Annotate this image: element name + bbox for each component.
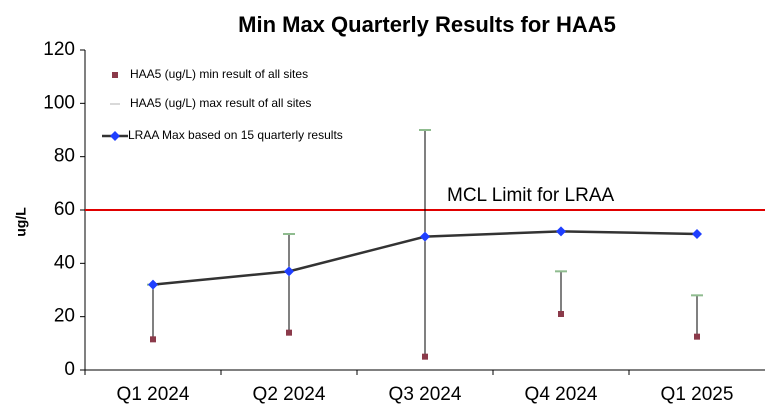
y-tick-label: 100 [43,92,75,113]
y-tick-label: 120 [43,39,75,60]
x-tick-label: Q2 2024 [253,384,326,405]
min-marker [286,329,292,336]
reference-label: MCL Limit for LRAA [447,185,614,206]
min-marker [422,353,428,360]
x-tick-label: Q4 2024 [525,384,598,405]
y-axis-label: ug/L [13,207,29,237]
min-marker [694,333,700,340]
x-tick-label: Q3 2024 [389,384,462,405]
legend-swatch [110,131,120,141]
y-tick-label: 20 [54,306,75,327]
y-tick-label: 40 [54,252,75,273]
x-tick-label: Q1 2024 [117,384,190,405]
min-marker [558,311,564,317]
x-tick-label: Q1 2025 [661,384,734,405]
y-tick-label: 80 [54,146,75,167]
chart-title: Min Max Quarterly Results for HAA5 [238,12,616,37]
lraa-marker [556,226,566,237]
lraa-marker [692,229,702,239]
y-tick-label: 0 [64,359,75,380]
lraa-marker [420,231,430,242]
legend-swatch [112,72,118,78]
legend-label: LRAA Max based on 15 quarterly results [128,128,343,142]
min-marker [150,336,156,343]
legend-label: HAA5 (ug/L) max result of all sites [130,96,311,110]
y-tick-label: 60 [54,199,75,220]
legend-label: HAA5 (ug/L) min result of all sites [130,67,308,81]
lraa-marker [284,266,294,277]
lraa-marker [148,279,158,290]
